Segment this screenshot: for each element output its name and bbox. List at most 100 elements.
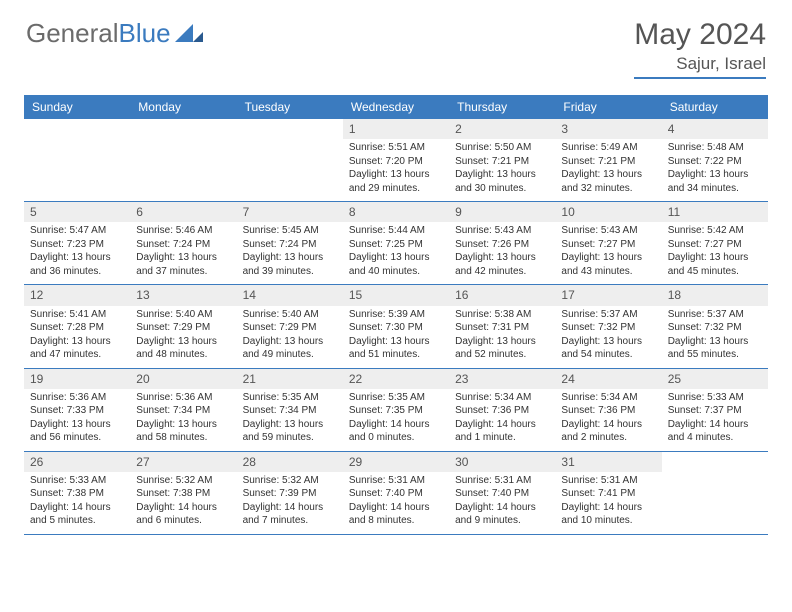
calendar-cell: 7Sunrise: 5:45 AMSunset: 7:24 PMDaylight… xyxy=(237,202,343,285)
day-number-wrap: 23 xyxy=(449,369,555,389)
day-detail: Daylight: 13 hours xyxy=(349,335,443,349)
calendar-cell: 27Sunrise: 5:32 AMSunset: 7:38 PMDayligh… xyxy=(130,451,236,534)
day-detail: Sunrise: 5:33 AM xyxy=(30,474,124,488)
day-number-wrap: 31 xyxy=(555,452,661,472)
calendar-week-row: 12Sunrise: 5:41 AMSunset: 7:28 PMDayligh… xyxy=(24,285,768,368)
day-number: 22 xyxy=(349,371,443,387)
day-detail: and 4 minutes. xyxy=(668,431,762,445)
day-detail: Daylight: 14 hours xyxy=(30,501,124,515)
calendar-cell: 12Sunrise: 5:41 AMSunset: 7:28 PMDayligh… xyxy=(24,285,130,368)
calendar-cell: 21Sunrise: 5:35 AMSunset: 7:34 PMDayligh… xyxy=(237,368,343,451)
calendar-cell: 16Sunrise: 5:38 AMSunset: 7:31 PMDayligh… xyxy=(449,285,555,368)
calendar-cell: 23Sunrise: 5:34 AMSunset: 7:36 PMDayligh… xyxy=(449,368,555,451)
day-detail: Sunset: 7:36 PM xyxy=(561,404,655,418)
day-header: Wednesday xyxy=(343,95,449,119)
day-detail: Sunset: 7:35 PM xyxy=(349,404,443,418)
day-header: Saturday xyxy=(662,95,768,119)
day-detail: Sunrise: 5:33 AM xyxy=(668,391,762,405)
day-detail: Daylight: 13 hours xyxy=(668,335,762,349)
day-detail: and 2 minutes. xyxy=(561,431,655,445)
day-detail: Daylight: 13 hours xyxy=(136,335,230,349)
logo-text-1: General xyxy=(26,18,119,49)
day-detail: Daylight: 13 hours xyxy=(349,168,443,182)
day-detail: Sunrise: 5:51 AM xyxy=(349,141,443,155)
calendar-cell: 30Sunrise: 5:31 AMSunset: 7:40 PMDayligh… xyxy=(449,451,555,534)
calendar-cell: 2Sunrise: 5:50 AMSunset: 7:21 PMDaylight… xyxy=(449,119,555,202)
day-number-wrap: 15 xyxy=(343,285,449,305)
day-number-wrap: 6 xyxy=(130,202,236,222)
day-number: 8 xyxy=(349,204,443,220)
calendar-cell: 24Sunrise: 5:34 AMSunset: 7:36 PMDayligh… xyxy=(555,368,661,451)
calendar-cell: 29Sunrise: 5:31 AMSunset: 7:40 PMDayligh… xyxy=(343,451,449,534)
day-number-wrap: 11 xyxy=(662,202,768,222)
day-detail: Sunrise: 5:50 AM xyxy=(455,141,549,155)
day-detail: and 32 minutes. xyxy=(561,182,655,196)
day-number: 14 xyxy=(243,287,337,303)
day-detail: and 52 minutes. xyxy=(455,348,549,362)
day-detail: and 29 minutes. xyxy=(349,182,443,196)
day-detail: Sunset: 7:40 PM xyxy=(349,487,443,501)
day-number: 3 xyxy=(561,121,655,137)
day-detail: Sunset: 7:37 PM xyxy=(668,404,762,418)
day-detail: Sunrise: 5:35 AM xyxy=(243,391,337,405)
calendar-cell: 8Sunrise: 5:44 AMSunset: 7:25 PMDaylight… xyxy=(343,202,449,285)
day-detail: and 34 minutes. xyxy=(668,182,762,196)
title-block: May 2024 Sajur, Israel xyxy=(634,18,766,79)
day-detail: Sunrise: 5:34 AM xyxy=(561,391,655,405)
day-detail: Daylight: 13 hours xyxy=(349,251,443,265)
day-detail: Daylight: 13 hours xyxy=(455,335,549,349)
day-detail: Sunset: 7:34 PM xyxy=(243,404,337,418)
day-detail: Sunset: 7:32 PM xyxy=(561,321,655,335)
day-number: 4 xyxy=(668,121,762,137)
day-detail: Daylight: 13 hours xyxy=(561,251,655,265)
day-detail: and 8 minutes. xyxy=(349,514,443,528)
day-number: 31 xyxy=(561,454,655,470)
day-detail: Daylight: 14 hours xyxy=(349,418,443,432)
day-detail: and 1 minute. xyxy=(455,431,549,445)
calendar-week-row: 5Sunrise: 5:47 AMSunset: 7:23 PMDaylight… xyxy=(24,202,768,285)
calendar-cell: 11Sunrise: 5:42 AMSunset: 7:27 PMDayligh… xyxy=(662,202,768,285)
day-detail: Sunrise: 5:38 AM xyxy=(455,308,549,322)
day-detail: and 5 minutes. xyxy=(30,514,124,528)
day-detail: Sunrise: 5:31 AM xyxy=(349,474,443,488)
day-number: 16 xyxy=(455,287,549,303)
day-detail: Sunrise: 5:36 AM xyxy=(136,391,230,405)
day-header: Friday xyxy=(555,95,661,119)
day-detail: and 55 minutes. xyxy=(668,348,762,362)
day-number: 15 xyxy=(349,287,443,303)
day-detail: Daylight: 13 hours xyxy=(30,335,124,349)
day-detail: Sunrise: 5:40 AM xyxy=(243,308,337,322)
day-detail: Sunset: 7:21 PM xyxy=(455,155,549,169)
day-number: 6 xyxy=(136,204,230,220)
day-detail: Daylight: 14 hours xyxy=(455,501,549,515)
day-detail: and 58 minutes. xyxy=(136,431,230,445)
calendar-cell: 14Sunrise: 5:40 AMSunset: 7:29 PMDayligh… xyxy=(237,285,343,368)
day-detail: Daylight: 14 hours xyxy=(136,501,230,515)
calendar-week-row: 26Sunrise: 5:33 AMSunset: 7:38 PMDayligh… xyxy=(24,451,768,534)
day-detail: Sunset: 7:36 PM xyxy=(455,404,549,418)
day-detail: Sunrise: 5:35 AM xyxy=(349,391,443,405)
day-detail: Daylight: 13 hours xyxy=(561,168,655,182)
day-detail: Sunrise: 5:36 AM xyxy=(30,391,124,405)
day-detail: Sunset: 7:40 PM xyxy=(455,487,549,501)
calendar-cell: 26Sunrise: 5:33 AMSunset: 7:38 PMDayligh… xyxy=(24,451,130,534)
day-detail: Sunset: 7:38 PM xyxy=(30,487,124,501)
day-detail: and 10 minutes. xyxy=(561,514,655,528)
calendar-cell: 25Sunrise: 5:33 AMSunset: 7:37 PMDayligh… xyxy=(662,368,768,451)
day-detail: Daylight: 13 hours xyxy=(668,168,762,182)
day-detail: and 54 minutes. xyxy=(561,348,655,362)
day-detail: Sunset: 7:33 PM xyxy=(30,404,124,418)
day-detail: Sunrise: 5:31 AM xyxy=(455,474,549,488)
day-number-wrap: 29 xyxy=(343,452,449,472)
day-detail: Sunrise: 5:40 AM xyxy=(136,308,230,322)
day-detail: and 43 minutes. xyxy=(561,265,655,279)
logo-text-2: Blue xyxy=(119,18,171,49)
day-number-wrap: 9 xyxy=(449,202,555,222)
calendar-week-row: 1Sunrise: 5:51 AMSunset: 7:20 PMDaylight… xyxy=(24,119,768,202)
day-detail: and 37 minutes. xyxy=(136,265,230,279)
calendar-cell: 19Sunrise: 5:36 AMSunset: 7:33 PMDayligh… xyxy=(24,368,130,451)
logo-icon xyxy=(175,18,203,49)
day-number: 25 xyxy=(668,371,762,387)
header: GeneralBlue May 2024 Sajur, Israel xyxy=(0,0,792,87)
day-detail: and 51 minutes. xyxy=(349,348,443,362)
